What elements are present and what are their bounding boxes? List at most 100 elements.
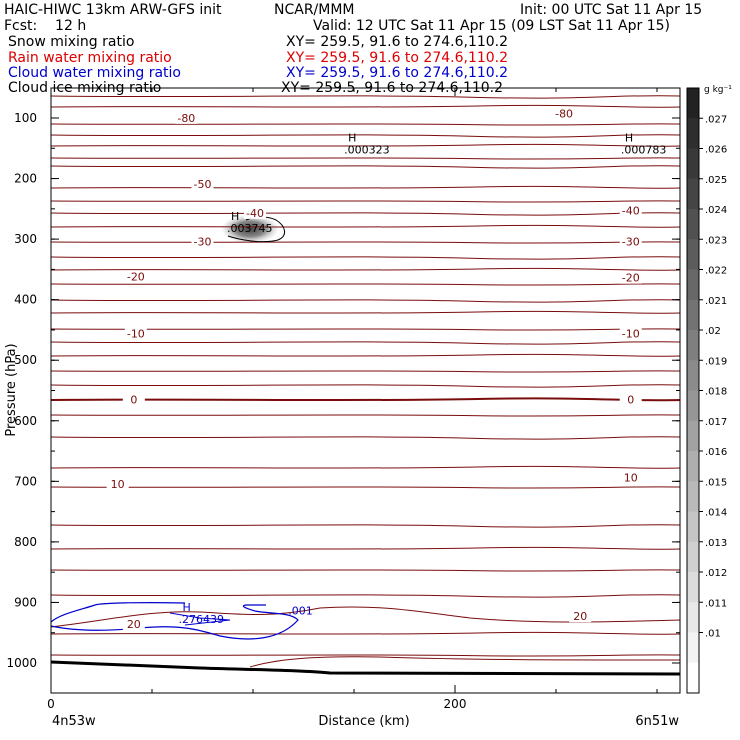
contour-label: 10 [111,478,125,491]
contour-label: 10 [624,472,638,485]
colorbar-label: .025 [705,175,727,186]
y-tick-label: 300 [14,232,37,246]
legend-snow-label: Snow mixing ratio [8,34,135,50]
contour-label: -80 [555,108,573,121]
y-tick-label: 600 [14,414,37,428]
contour-label-bg [124,270,147,283]
isotherm-line [50,212,681,216]
y-tick-label: 1000 [6,656,37,670]
isotherm-line [50,384,681,388]
colorbar-label: .015 [705,477,727,488]
header-valid: Valid: 12 UTC Sat 11 Apr 15 (09 LST Sat … [313,18,671,34]
colorbar-segment [687,602,699,633]
x-tick-label: 200 [444,697,467,711]
colorbar-label: .027 [705,114,727,125]
y-tick-label: 800 [14,535,37,549]
colorbar-segment [687,330,699,361]
contour-label-bg [619,235,642,248]
contour-label: 0 [627,393,634,406]
x-endpoint-right: 6n51w [635,714,679,729]
legend-cloud-water-xy: XY= 259.5, 91.6 to 274.6,110.2 [286,65,509,81]
isotherm-line [50,631,681,635]
contour-label: -40 [246,207,264,220]
colorbar-segment [687,481,699,512]
cloud-ice-shading [222,215,278,243]
legend-rain-xy: XY= 259.5, 91.6 to 274.6,110.2 [286,50,509,66]
contour-label-bg [619,327,642,340]
isotherm-line [50,267,681,271]
contour-label-bg [122,618,145,631]
isotherm-line [50,185,681,189]
contour-label: -10 [622,327,640,340]
isotherm-line [50,569,681,572]
colorbar-segment [687,178,699,210]
contour-label-bg [619,471,642,484]
colorbar-segment [687,239,699,270]
isotherm-line [50,353,681,357]
isotherm-line [50,165,681,169]
max-value-label: .003745 [227,222,273,235]
header-center: NCAR/MMM [274,2,355,18]
colorbar-segment [687,420,699,452]
colorbar-segment [687,572,699,603]
isotherm-line [50,157,681,160]
colorbar: .027 .026 .025 .024 .023 .022 .021 .02 .019 .018.… [686,85,732,694]
y-tick-label: 700 [14,474,37,488]
colorbar-segment [687,511,699,543]
isotherm-line [249,656,681,668]
y-tick-label: 500 [14,353,37,367]
contour-label-bg [553,107,576,120]
contour-label: -50 [194,178,212,191]
contour-label-bg [244,206,267,219]
colorbar-label: .021 [705,296,727,307]
colorbar-label: .018 [705,387,727,398]
colorbar-label: .023 [705,235,727,246]
contour-label-bg [619,204,642,217]
x-endpoint-left: 4n53w [52,714,96,729]
contour-label: 20 [127,618,141,631]
y-tick-label: 900 [14,595,37,609]
isotherm-line [50,486,681,489]
isotherm-line [50,606,681,628]
terrain-path [50,660,681,676]
cloud-water-path [169,612,231,626]
contour-label-bg [122,393,145,406]
max-marker-h: H [231,210,239,223]
legend-snow-xy: XY= 259.5, 91.6 to 274.6,110.2 [286,34,509,50]
y-tick-label: 400 [14,293,37,307]
colorbar-label: .011 [705,598,727,609]
isotherm-line [50,310,681,314]
isotherm-line [50,299,681,303]
legend-cloud-water-label: Cloud water mixing ratio [8,65,181,81]
contour-label-bg [106,478,129,491]
colorbar-segment [687,451,699,482]
contour-label-bg [191,235,214,248]
cloud-water-contours [50,602,299,640]
isotherm-line [50,397,681,402]
max-value-label: .000783 [621,144,667,157]
header-init: Init: 00 UTC Sat 11 Apr 15 [520,2,703,18]
x-tick-label: 0 [47,697,55,711]
contour-label: -20 [127,270,145,283]
colorbar-label: .026 [705,145,727,156]
x-axis-title: Distance (km) [318,714,409,729]
terrain-line [50,660,681,676]
contour-label: -20 [622,272,640,285]
colorbar-label: .01 [705,629,721,640]
colorbar-segment [687,662,699,694]
colorbar-unit: g kg⁻¹ [704,85,732,95]
colorbar-segment [687,632,699,664]
colorbar-segment [687,209,699,240]
contour-label: 0 [130,393,137,406]
contour-label-bg [619,393,642,406]
max-value-label: .276439 [178,613,224,626]
contour-label: -80 [177,112,195,125]
isotherm-line [50,134,681,138]
max-marker-h: H [182,601,190,614]
colorbar-segment [687,360,699,391]
contour-label: -30 [622,235,640,248]
max-marker-h: H [625,132,633,145]
isotherm-line [50,341,681,345]
contour-label-bg [191,177,214,190]
